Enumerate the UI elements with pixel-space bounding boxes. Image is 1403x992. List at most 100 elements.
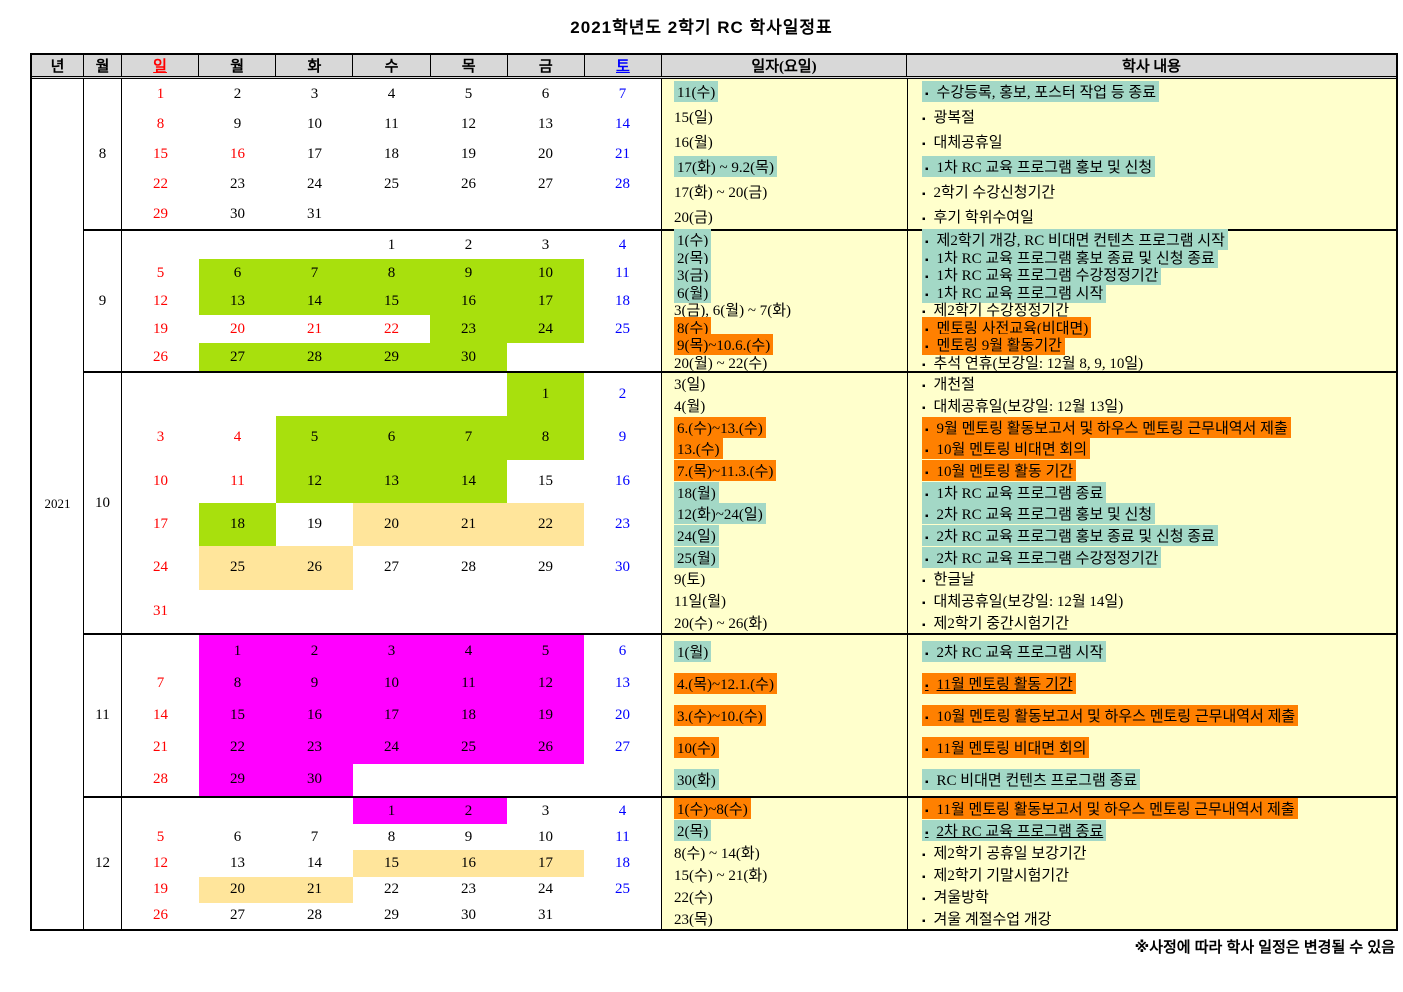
event-date-text: 1(월)	[674, 640, 712, 662]
event-content: ▪ 2차 RC 교육 프로그램 홍보 종료 및 신청 종료	[907, 524, 1396, 547]
day-cell: 25	[430, 731, 507, 764]
day-number: 4	[464, 642, 473, 659]
event-content: ▪ 2차 RC 교육 프로그램 홍보 및 신청	[907, 503, 1396, 525]
event-content: ▪ 9월 멘토링 활동보고서 및 하우스 멘토링 근무내역서 제출	[907, 416, 1396, 439]
event-date-text: 15(일)	[674, 110, 713, 126]
bullet-icon: ▪	[925, 89, 929, 100]
bullet-icon: ▪	[922, 114, 926, 125]
event-content: ▪ 멘토링 사전교육(비대면)	[907, 316, 1396, 338]
month-band: 10 1 2 3 4 5 6 7 8 9 10 11 12 13 14 15 16 17 18 19 20 21 22 23 2…	[84, 371, 1396, 634]
day-cell: 13	[199, 287, 276, 315]
day-cell	[584, 343, 661, 371]
event-content-text: ▪ 11월 멘토링 활동 기간	[922, 672, 1076, 694]
day-cell: 19	[122, 877, 199, 903]
day-number: 19	[153, 881, 168, 898]
day-cell: 12	[122, 287, 199, 315]
bullet-icon: ▪	[925, 713, 929, 724]
day-cell: 26	[430, 169, 507, 199]
day-number: 25	[384, 175, 399, 192]
day-number: 9	[464, 828, 473, 845]
day-cell: 30	[584, 546, 661, 589]
event-content: ▪ 제2학기 중간시험기간	[907, 611, 1396, 634]
event-content-text: ▪ 11월 멘토링 활동보고서 및 하우스 멘토링 근무내역서 제출	[922, 798, 1298, 820]
day-cell	[276, 590, 353, 633]
event-date-text: 3(금)	[674, 264, 712, 286]
day-cell	[199, 231, 276, 259]
day-number: 13	[230, 292, 245, 309]
event-date: 3.(수)~10.(수)	[662, 699, 907, 731]
event-content-text: ▪ 10월 멘토링 활동보고서 및 하우스 멘토링 근무내역서 제출	[922, 705, 1299, 726]
event-text: 제2학기 기말시험기간	[933, 867, 1069, 884]
day-cell: 23	[199, 169, 276, 199]
day-cell: 31	[507, 903, 584, 929]
day-cell: 30	[430, 903, 507, 929]
day-number: 18	[615, 292, 630, 309]
day-number: 9	[464, 264, 473, 281]
day-cell: 18	[584, 287, 661, 315]
day-cell: 7	[584, 79, 661, 109]
event-date-text: 4(월)	[674, 399, 706, 415]
day-number: 7	[310, 828, 319, 845]
day-cell: 13	[507, 109, 584, 139]
header-cell-month: 월	[84, 55, 122, 76]
event-text: 9월 멘토링 활동보고서 및 하우스 멘토링 근무내역서 제출	[936, 420, 1288, 437]
day-cell: 20	[584, 699, 661, 731]
event-content-text: ▪ 겨울 계절수업 개강	[922, 908, 1051, 929]
day-cell: 24	[276, 169, 353, 199]
day-number: 24	[538, 320, 553, 337]
day-number: 8	[541, 429, 550, 446]
day-number: 28	[461, 559, 476, 576]
bullet-icon: ▪	[922, 189, 926, 200]
calendar-grid: 1 2 3 4 5 6 7 8 9 10 11 12 13 14 15 16 17 18 19 20 21 22 23 24 2…	[122, 635, 662, 796]
day-number: 3	[541, 802, 550, 819]
table-body: 2021 8 1 2 3 4 5 6 7 8 9 10 11 12 13 14 15 16 17 18 19 20 21 2…	[32, 79, 1396, 929]
day-number: 25	[230, 559, 245, 576]
day-cell: 11	[353, 109, 430, 139]
event-date-text: 20(월) ~ 22(수)	[674, 355, 768, 372]
day-number: 7	[618, 85, 627, 102]
day-number: 13	[384, 472, 399, 489]
event-content-text: ▪ 1차 RC 교육 프로그램 종료	[922, 481, 1107, 503]
bullet-icon: ▪	[925, 489, 929, 501]
day-cell: 3	[507, 798, 584, 824]
day-number: 30	[230, 205, 245, 222]
day-cell: 27	[584, 732, 661, 764]
day-number: 26	[461, 175, 476, 192]
day-cell: 8	[199, 667, 276, 700]
bullet-icon: ▪	[922, 359, 926, 371]
day-cell: 8	[353, 824, 430, 850]
bullet-icon: ▪	[922, 598, 926, 610]
day-cell: 10	[276, 109, 353, 139]
day-cell: 18	[353, 139, 430, 169]
day-number: 31	[307, 205, 322, 222]
day-cell: 26	[276, 546, 353, 590]
event-text: 2차 RC 교육 프로그램 홍보 종료 및 신청 종료	[936, 529, 1215, 546]
event-text: 제2학기 개강, RC 비대면 컨텐츠 프로그램 시작	[936, 233, 1225, 250]
event-row: 20(수) ~ 26(화) ▪ 제2학기 중간시험기간	[662, 611, 1396, 634]
event-text: 제2학기 수강정정기간	[933, 303, 1069, 320]
event-date-text: 2(목)	[674, 246, 712, 268]
event-text: RC 비대면 컨텐츠 프로그램 종료	[936, 773, 1138, 790]
month-band: 8 1 2 3 4 5 6 7 8 9 10 11 12 13 14 15 16 17 18 19 20 21 22 23 24…	[84, 79, 1396, 229]
events-area: 3(일) ▪ 개천절 4(월) ▪ 대체공휴일(보강일: 12월 13일) 6.(수)~13…	[662, 373, 1396, 634]
day-cell	[430, 199, 507, 229]
event-date-text: 23(목)	[674, 911, 713, 928]
day-number: 5	[464, 85, 473, 102]
day-cell: 27	[353, 546, 430, 589]
event-date: 12(화)~24(일)	[662, 503, 907, 525]
day-cell: 1	[507, 373, 584, 417]
event-content-text: ▪ 1차 RC 교육 프로그램 수강정정기간	[922, 264, 1162, 286]
event-content-text: ▪ 광복절	[922, 106, 975, 127]
bullet-icon: ▪	[922, 893, 926, 905]
event-row: 4.(목)~12.1.(수) ▪ 11월 멘토링 활동 기간	[662, 667, 1396, 700]
event-text: 제2학기 공휴일 보강기간	[933, 846, 1087, 863]
day-number: 6	[233, 828, 242, 845]
day-number: 20	[615, 706, 630, 723]
event-content-text: ▪ 2학기 수강신청기간	[922, 181, 1055, 202]
day-number: 28	[615, 175, 630, 192]
day-cell: 23	[430, 877, 507, 903]
event-content: ▪ 1차 RC 교육 프로그램 홍보 및 신청	[907, 154, 1396, 179]
event-text: 후기 학위수여일	[933, 210, 1034, 226]
event-row: 13.(수) ▪ 10월 멘토링 비대면 회의	[662, 438, 1396, 460]
events-area: 11(수) ▪ 수강등록, 홍보, 포스터 작업 등 종료 15(일) ▪ 광복절 16(월…	[662, 79, 1396, 229]
